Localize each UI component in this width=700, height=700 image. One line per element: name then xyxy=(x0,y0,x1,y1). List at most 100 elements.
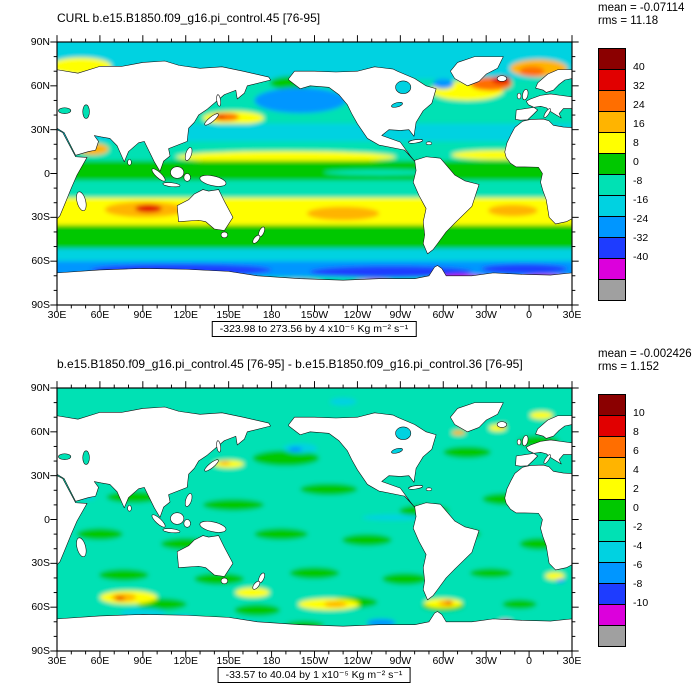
panel-title: b.e15.B1850.f09_g16.pi_control.45 [76-95… xyxy=(57,357,523,371)
colorbar-labels: 40 32 24 16 8 0 -8 -16 -24 -32 -40 xyxy=(633,48,678,293)
range-caption: -33.57 to 40.04 by 1 x10⁻⁵ Kg m⁻² s⁻¹ xyxy=(217,667,411,683)
lat-tick-label: 60N xyxy=(30,79,50,92)
lat-tick-label: 60S xyxy=(31,255,50,268)
lon-tick-label: 90E xyxy=(133,309,153,321)
colorbar-cell xyxy=(598,132,626,154)
map-svg xyxy=(50,35,579,312)
colorbar-tick-label: 24 xyxy=(633,99,645,111)
colorbar-cell xyxy=(598,48,626,70)
longitude-axis: 30E 60E 90E 120E 150E 180 150W 120W 90W 60W 30W 0 30… xyxy=(48,309,582,323)
colorbar-tick-label: -40 xyxy=(633,251,649,263)
lon-tick-label: 30W xyxy=(475,309,497,321)
lon-tick-label: 0 xyxy=(526,655,532,667)
map-frame xyxy=(56,387,573,652)
lon-tick-label: 90W xyxy=(389,655,412,667)
map-plot xyxy=(50,35,579,312)
lon-tick-label: 120W xyxy=(343,309,372,321)
colorbar-tick-label: -16 xyxy=(633,194,649,206)
lon-tick-label: 120E xyxy=(173,309,199,321)
lon-tick-label: 180 xyxy=(262,655,281,667)
colorbar-cell xyxy=(598,583,626,605)
colorbar-tick-label: 8 xyxy=(633,137,639,149)
colorbar-tick-label: 0 xyxy=(633,156,639,168)
range-caption: -323.98 to 273.56 by 4 x10⁻⁵ Kg m⁻² s⁻¹ xyxy=(211,321,417,337)
lon-tick-label: 60E xyxy=(90,309,110,321)
lat-tick-label: 90N xyxy=(30,382,50,394)
colorbar-cell xyxy=(598,153,626,175)
colorbar-cell xyxy=(598,394,626,416)
lon-tick-label: 90W xyxy=(389,309,412,321)
mean-value: mean = -0.07114 xyxy=(598,2,685,14)
colorbar-tick-label: 10 xyxy=(633,407,645,419)
colorbar-cell xyxy=(598,478,626,500)
colorbar-cell xyxy=(598,625,626,647)
colorbar-tick-label: 0 xyxy=(633,502,639,514)
colorbar-cell xyxy=(598,499,626,521)
colorbar-cell xyxy=(598,541,626,563)
colorbar-tick-label: -4 xyxy=(633,540,643,552)
lon-tick-label: 150W xyxy=(300,309,329,321)
colorbar-tick-label: 6 xyxy=(633,445,639,457)
colorbar-tick-label: -24 xyxy=(633,213,649,225)
colorbar-cell xyxy=(598,69,626,91)
lon-tick-label: 120W xyxy=(343,655,372,667)
lon-tick-label: 60E xyxy=(90,655,110,667)
longitude-axis: 30E 60E 90E 120E 150E 180 150W 120W 90W 60W 30W 0 30… xyxy=(48,655,582,669)
lon-tick-label: 30E xyxy=(47,655,67,667)
lat-tick-label: 30N xyxy=(30,469,50,482)
mean-value: mean = -0.002426 xyxy=(598,348,692,360)
panel-curl: mean = -0.07114 rms = 11.18 CURL b.e15.B… xyxy=(14,2,684,337)
map-svg xyxy=(50,381,579,658)
lon-tick-label: 30E xyxy=(47,309,67,321)
colorbar-tick-label: 40 xyxy=(633,61,645,73)
colorbar-labels: 10 8 6 4 2 0 -2 -4 -6 -8 -10 xyxy=(633,394,678,639)
latitude-axis: 90N 60N 30N 0 30S 60S 90S xyxy=(14,36,50,311)
colorbar-cell xyxy=(598,436,626,458)
colorbar-tick-label: -6 xyxy=(633,559,643,571)
colorbar-tick-label: -32 xyxy=(633,232,649,244)
lon-tick-label: 120E xyxy=(173,655,199,667)
colorbar-cell xyxy=(598,174,626,196)
colorbar-tick-label: -8 xyxy=(633,175,643,187)
lat-tick-label: 0 xyxy=(44,513,50,526)
rms-value: rms = 1.152 xyxy=(598,361,660,373)
latitude-axis: 90N 60N 30N 0 30S 60S 90S xyxy=(14,382,50,657)
panel-stats: mean = -0.002426 rms = 1.152 xyxy=(598,348,692,374)
colorbar-cell xyxy=(598,279,626,301)
axis-ticks xyxy=(50,381,579,658)
colorbar-cell xyxy=(598,604,626,626)
lon-tick-label: 30E xyxy=(562,309,582,321)
lon-tick-label: 150E xyxy=(216,655,241,667)
colorbar-cell xyxy=(598,195,626,217)
colorbar xyxy=(598,48,626,301)
colorbar-cell xyxy=(598,258,626,280)
colorbar-cell xyxy=(598,237,626,259)
lat-tick-label: 90S xyxy=(31,645,50,657)
colorbar-tick-label: 16 xyxy=(633,118,645,130)
colorbar-cell xyxy=(598,520,626,542)
colorbar-tick-label: -2 xyxy=(633,521,643,533)
lon-tick-label: 0 xyxy=(526,309,532,321)
lat-tick-label: 0 xyxy=(44,167,50,180)
map-plot xyxy=(50,381,579,658)
colorbar-cell xyxy=(598,415,626,437)
colorbar-cell xyxy=(598,216,626,238)
lat-tick-label: 60N xyxy=(30,425,50,438)
lat-tick-label: 90S xyxy=(31,299,50,311)
rms-value: rms = 11.18 xyxy=(598,15,659,27)
panel-title: CURL b.e15.B1850.f09_g16.pi_control.45 [… xyxy=(57,11,321,25)
colorbar xyxy=(598,394,626,647)
panel-difference: mean = -0.002426 rms = 1.152 b.e15.B1850… xyxy=(0,346,700,700)
lon-tick-label: 150E xyxy=(216,309,241,321)
colorbar-tick-label: 8 xyxy=(633,426,639,438)
lon-tick-label: 30E xyxy=(562,655,582,667)
colorbar-cell xyxy=(598,90,626,112)
panel-stats: mean = -0.07114 rms = 11.18 xyxy=(598,2,684,28)
lat-tick-label: 30S xyxy=(31,211,50,224)
colorbar-cell xyxy=(598,111,626,133)
lat-tick-label: 60S xyxy=(31,601,50,614)
lat-tick-label: 30S xyxy=(31,557,50,570)
lon-tick-label: 60W xyxy=(432,655,455,667)
colorbar-tick-label: -10 xyxy=(633,597,649,609)
